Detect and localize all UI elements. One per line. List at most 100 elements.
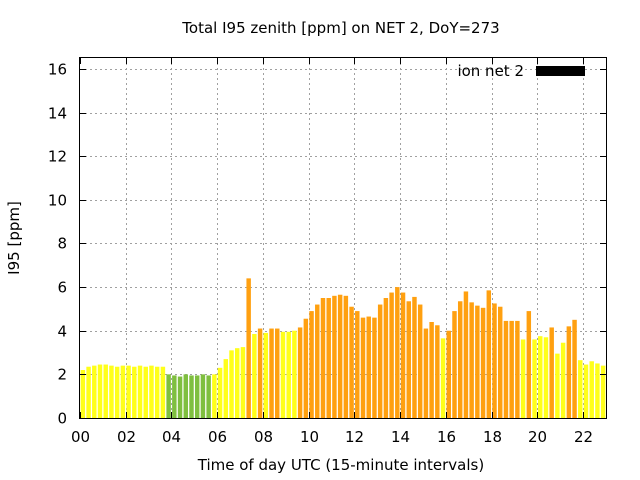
bar <box>132 366 137 418</box>
bar <box>555 353 560 418</box>
bar <box>303 318 309 418</box>
bar <box>172 375 177 418</box>
bar <box>515 320 520 418</box>
bar <box>406 301 411 418</box>
bar-layer <box>80 278 606 418</box>
bar <box>377 304 383 418</box>
bar <box>600 365 606 418</box>
bar <box>446 330 452 418</box>
bar <box>252 334 257 418</box>
chart-title: Total I95 zenith [ppm] on NET 2, DoY=273 <box>181 19 499 37</box>
bar <box>429 322 434 418</box>
x-tick-label: 20 <box>528 428 547 446</box>
x-tick-label: 22 <box>574 428 593 446</box>
y-tick-label: 12 <box>48 148 67 166</box>
bar <box>315 304 320 418</box>
bar <box>177 376 183 418</box>
x-axis-label: Time of day UTC (15-minute intervals) <box>197 456 484 474</box>
bar <box>263 332 269 418</box>
bar <box>166 374 171 418</box>
bar <box>503 320 509 418</box>
bar <box>538 336 543 418</box>
y-tick-label: 0 <box>57 410 67 428</box>
bar <box>337 294 343 418</box>
bar <box>189 375 194 418</box>
bar <box>120 365 126 418</box>
bar <box>97 364 103 418</box>
bar <box>143 366 148 418</box>
bar <box>154 366 160 418</box>
bar <box>269 328 274 418</box>
bar <box>435 325 440 418</box>
x-tick-label: 04 <box>162 428 181 446</box>
bar <box>114 366 120 418</box>
x-tick-label: 06 <box>208 428 227 446</box>
bar <box>412 296 417 418</box>
bar <box>355 311 360 418</box>
bar <box>109 365 114 418</box>
bar <box>286 331 291 418</box>
bar <box>480 307 486 418</box>
bar <box>234 348 240 418</box>
bar <box>475 305 480 418</box>
bar <box>332 295 337 418</box>
bar <box>400 292 406 418</box>
bar <box>395 287 400 418</box>
x-tick-label: 18 <box>483 428 502 446</box>
bar <box>383 298 389 418</box>
x-tick-label: 14 <box>391 428 410 446</box>
legend-swatch <box>536 66 585 76</box>
x-tick-label: 00 <box>71 428 90 446</box>
bar <box>463 291 469 418</box>
x-tick-label: 02 <box>117 428 136 446</box>
bar <box>497 306 503 418</box>
x-tick-label: 16 <box>437 428 456 446</box>
bar <box>280 331 286 418</box>
x-tick-label: 10 <box>300 428 319 446</box>
bar <box>217 367 223 418</box>
bar <box>292 330 297 418</box>
x-tick-label: 12 <box>345 428 364 446</box>
bar <box>103 364 108 418</box>
y-tick-label: 10 <box>48 192 67 210</box>
bar <box>520 339 526 418</box>
bar <box>452 311 457 418</box>
legend: ion net 2 <box>457 62 585 80</box>
bar <box>417 304 423 418</box>
bar <box>366 316 371 418</box>
bar <box>86 366 91 418</box>
bar <box>92 365 97 418</box>
bar <box>560 342 566 418</box>
bar <box>149 365 154 418</box>
bar <box>206 375 211 418</box>
bar <box>275 328 280 418</box>
bar <box>200 374 206 418</box>
bar <box>240 347 246 418</box>
bar <box>343 295 349 418</box>
y-tick-label: 4 <box>57 323 67 341</box>
bar <box>543 337 549 418</box>
bar <box>492 303 497 418</box>
bar <box>549 327 554 418</box>
bar <box>509 320 514 418</box>
bar <box>423 328 429 418</box>
bar <box>126 365 131 418</box>
bar <box>583 364 589 418</box>
bar <box>212 374 217 418</box>
plot-frame <box>79 57 607 419</box>
bar <box>532 339 537 418</box>
bar <box>486 290 492 418</box>
bar <box>80 370 86 418</box>
y-tick-label: 2 <box>57 366 67 384</box>
bar <box>566 326 572 418</box>
bar <box>595 363 600 418</box>
bar <box>223 359 229 418</box>
bar <box>589 361 594 418</box>
bar <box>349 306 354 418</box>
y-tick-label: 14 <box>48 105 67 123</box>
bar <box>526 311 532 418</box>
bar <box>440 338 446 418</box>
bar <box>194 375 200 418</box>
